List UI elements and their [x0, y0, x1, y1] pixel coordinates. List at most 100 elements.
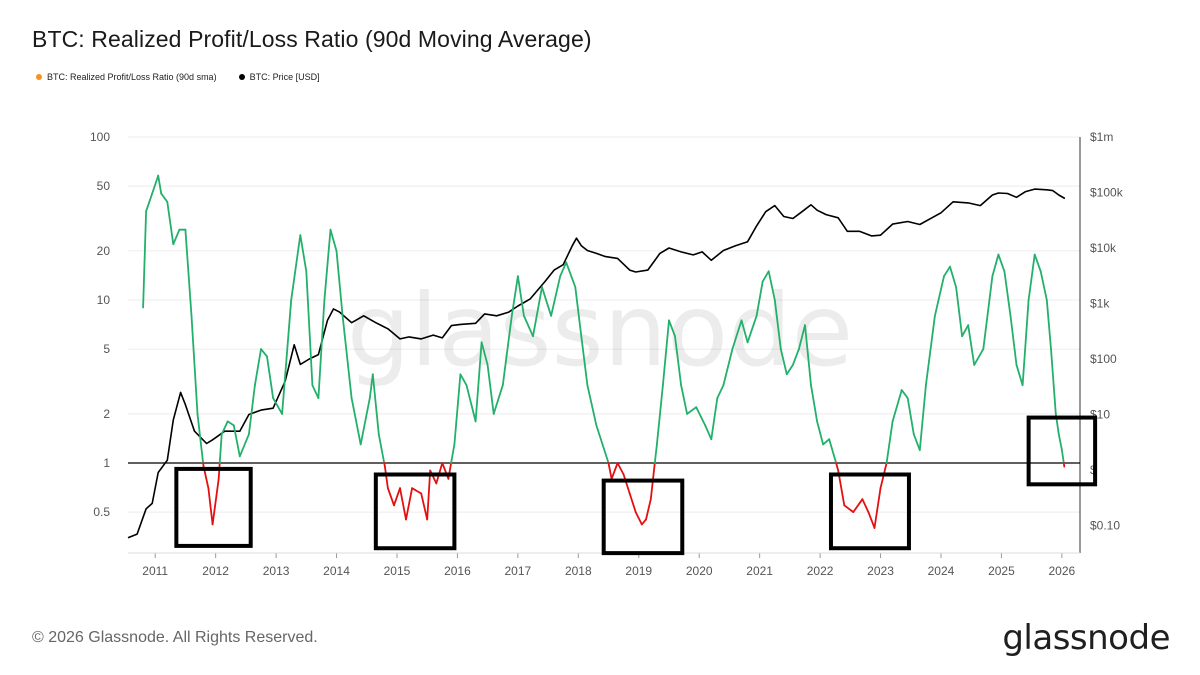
ratio-segment-profit [586, 384, 598, 427]
ratio-segment-profit [335, 249, 344, 317]
glassnode-logo: glassnode [1002, 618, 1170, 658]
y-left-tick-label: 0.5 [93, 505, 110, 519]
ratio-segment-profit [891, 389, 903, 423]
ratio-segment-profit [517, 275, 525, 317]
ratio-segment-profit [722, 348, 734, 387]
ratio-segment-loss [607, 462, 613, 480]
ratio-segment-profit [492, 384, 504, 415]
ratio-segment-profit [453, 373, 462, 446]
ratio-series [142, 174, 1066, 529]
ratio-segment-profit [773, 299, 782, 351]
x-tick-label: 2024 [928, 564, 955, 578]
ratio-segment-profit [816, 420, 824, 446]
legend-item-ratio[interactable]: BTC: Realized Profit/Loss Ratio (90d sma… [36, 72, 217, 82]
highlight-box [828, 472, 911, 551]
ratio-segment-profit [523, 314, 534, 338]
ratio-segment-profit [934, 275, 945, 317]
ratio-segment-loss [640, 518, 647, 526]
ratio-segment-profit [157, 174, 163, 195]
ratio-segment-loss [835, 462, 840, 472]
ratio-segment-profit [474, 341, 483, 423]
y-left-tick-label: 50 [97, 179, 111, 193]
ratio-segment-profit [1039, 270, 1048, 301]
y-right-tick-label: $10k [1090, 241, 1117, 255]
y-left-tick-label: 5 [103, 342, 110, 356]
ratio-segment-loss [383, 465, 389, 490]
ratio-segment-profit [151, 174, 160, 195]
ratio-segment-profit [465, 384, 477, 423]
legend-label-ratio: BTC: Realized Profit/Loss Ratio (90d sma… [47, 72, 217, 82]
ratio-segment-loss [386, 487, 395, 507]
ratio-segment-profit [1033, 253, 1042, 273]
ratio-segment-profit [710, 397, 719, 441]
x-tick-label: 2021 [746, 564, 773, 578]
ratio-segment-profit [260, 348, 268, 358]
ratio-segment-profit [792, 348, 800, 366]
ratio-segment-loss [873, 487, 882, 529]
ratio-segment-profit [220, 420, 229, 436]
ratio-segment-profit [459, 373, 468, 387]
ratio-segment-profit [973, 348, 985, 366]
ratio-segment-profit [668, 319, 676, 338]
ratio-segment-profit [704, 424, 713, 441]
y-right-tick-label: $100 [1090, 352, 1117, 366]
ratio-segment-profit [822, 438, 831, 446]
ratio-segment-profit [662, 319, 670, 387]
legend-swatch-ratio [36, 74, 42, 80]
y-right-tick-label: $1m [1090, 130, 1113, 144]
ratio-segment-profit [232, 424, 241, 458]
highlight-box [1026, 415, 1098, 487]
ratio-segment-profit [955, 286, 963, 338]
ratio-segment-profit [925, 314, 936, 387]
ratio-segment-profit [160, 192, 169, 203]
ratio-segment-loss [610, 462, 619, 480]
ratio-segment-profit [550, 275, 562, 317]
ratio-segment-loss [211, 477, 220, 526]
ratio-segment-loss [867, 511, 876, 529]
x-tick-label: 2014 [323, 564, 350, 578]
ratio-segment-profit [716, 384, 725, 400]
ratio-segment-profit [329, 228, 338, 252]
highlight-box [601, 478, 685, 556]
ratio-segment-profit [1003, 270, 1012, 317]
ratio-segment-profit [532, 286, 543, 338]
ratio-segment-loss [405, 487, 414, 521]
ratio-segment-loss [393, 487, 401, 507]
y-left-tick-label: 10 [97, 293, 111, 307]
ratio-segment-loss [634, 511, 643, 526]
x-tick-label: 2023 [867, 564, 894, 578]
legend-item-price[interactable]: BTC: Price [USD] [238, 72, 320, 82]
ratio-segment-loss [843, 504, 855, 513]
ratio-segment-profit [601, 443, 610, 464]
ratio-segment-profit [377, 433, 386, 464]
ratio-segment-loss [628, 492, 637, 513]
ratio-segment-loss [411, 487, 423, 495]
ratio-segment-loss [861, 498, 870, 513]
x-tick-label: 2019 [625, 564, 652, 578]
ratio-segment-profit [565, 261, 577, 289]
ratio-segment-profit [918, 384, 927, 452]
x-tick-label: 2013 [263, 564, 290, 578]
ratio-segment-profit [272, 397, 284, 415]
ratio-segment-profit [480, 341, 489, 366]
ratio-segment-profit [238, 433, 250, 458]
ratio-segment-profit [885, 420, 894, 464]
x-tick-label: 2026 [1049, 564, 1076, 578]
x-tick-label: 2017 [505, 564, 532, 578]
ratio-segment-loss [399, 487, 407, 521]
ratio-segment-profit [656, 384, 664, 446]
ratio-segment-profit [281, 299, 293, 415]
ratio-segment-profit [653, 443, 658, 464]
ratio-segment-profit [1027, 253, 1036, 301]
ratio-segment-profit [172, 228, 181, 246]
x-tick-label: 2012 [202, 564, 229, 578]
y-left-tick-label: 1 [103, 456, 110, 470]
watermark-text: glassnode [347, 272, 853, 389]
y-left-tick-label: 100 [90, 130, 110, 144]
ratio-segment-profit [450, 443, 456, 464]
ratio-segment-profit [674, 335, 682, 387]
ratio-segment-loss [207, 487, 214, 526]
ratio-segment-profit [145, 192, 154, 213]
y-right-tick-label: $100k [1090, 186, 1124, 200]
highlight-box [373, 472, 457, 551]
